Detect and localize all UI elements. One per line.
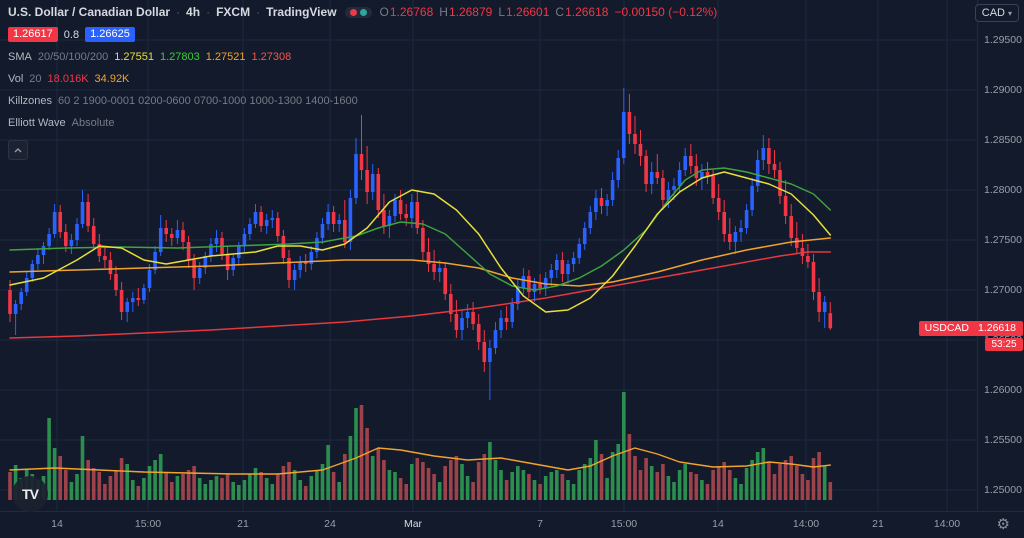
indicator-legend-killzones[interactable]: Killzones 60 2 1900-0001 0200-0600 0700-… (8, 95, 358, 107)
time-axis-label: 15:00 (134, 518, 162, 530)
time-axis-label: 24 (324, 518, 336, 530)
bar-countdown-badge: 53:25 (985, 338, 1023, 351)
separator: · (206, 5, 211, 19)
last-price-symbol-badge: USDCAD (918, 321, 975, 336)
time-axis-label: 14:00 (792, 518, 820, 530)
sma-lines-layer (9, 167, 832, 339)
tradingview-logo[interactable]: TV (12, 476, 48, 512)
spread-value: 0.8 (63, 28, 80, 41)
elliott-wave-params: Absolute (71, 117, 115, 129)
price-axis-label: 1.27500 (984, 234, 1022, 246)
volume-current-value: 18.016K (47, 73, 89, 85)
time-axis-label: 21 (237, 518, 249, 530)
time-axis-label: 14:00 (933, 518, 961, 530)
sma100-value: 1.27521 (205, 51, 246, 63)
exchange-label: FXCM (216, 5, 251, 19)
change-value: −0.00150 (−0.12%) (614, 5, 718, 19)
high-value: H 1.26879 (439, 5, 493, 19)
volume-ma-value: 34.92K (94, 73, 130, 85)
time-axis-label: Mar (403, 518, 423, 530)
price-axis[interactable]: 1.29500 1.29000 1.28500 1.28000 1.27500 1.270… (977, 0, 1024, 512)
killzones-params: 60 2 1900-0001 0200-0600 0700-1000 1000-… (58, 95, 358, 107)
low-value: L 1.26601 (498, 5, 550, 19)
sma-params: 20/50/100/200 (37, 51, 109, 63)
indicator-legend-elliott-wave[interactable]: Elliott Wave Absolute (8, 117, 114, 129)
currency-button[interactable]: CAD ▾ (974, 4, 1019, 22)
time-axis-label: 14 (712, 518, 724, 530)
price-axis-label: 1.29000 (984, 84, 1022, 96)
price-axis-label: 1.29500 (984, 34, 1022, 46)
open-value: O 1.26768 (379, 5, 434, 19)
sma-title: SMA (8, 51, 32, 63)
sma20-value: 1.27551 (114, 51, 154, 63)
price-axis-label: 1.28000 (984, 184, 1022, 196)
buy-dot-icon (359, 8, 367, 16)
buy-price-button[interactable]: 1.26625 (85, 27, 135, 42)
trade-widget: 1.26617 0.8 1.26625 (8, 27, 135, 42)
symbol-title: U.S. Dollar / Canadian Dollar (8, 5, 171, 19)
sma200-value: 1.27308 (251, 51, 292, 63)
price-axis-label: 1.25500 (984, 434, 1022, 446)
elliott-wave-title: Elliott Wave (8, 117, 66, 129)
buy-sell-toggle[interactable] (344, 6, 372, 18)
sell-price-button[interactable]: 1.26617 (8, 27, 58, 42)
close-value: C 1.26618 (555, 5, 609, 19)
tradingview-logo-text: TV (22, 486, 39, 502)
interval-label: 4h (186, 5, 201, 19)
grid-layer (0, 0, 976, 511)
sell-dot-icon (349, 8, 357, 16)
price-axis-label: 1.26000 (984, 384, 1022, 396)
time-axis-label: 15:00 (610, 518, 638, 530)
volume-layer (8, 392, 833, 500)
chevron-up-icon (14, 147, 22, 152)
legend-collapse-button[interactable] (8, 140, 28, 160)
time-axis[interactable]: ⚙ 14 15:00 21 24 Mar 7 15:00 14 14:00 21 14:00 (0, 511, 1024, 538)
candles-layer (8, 88, 833, 400)
indicator-legend-sma[interactable]: SMA 20/50/100/200 1.27551 1.27803 1.2752… (8, 51, 291, 63)
killzones-title: Killzones (8, 95, 53, 107)
price-axis-label: 1.28500 (984, 134, 1022, 146)
chevron-down-icon: ▾ (1007, 8, 1012, 18)
last-price-badge: 1.26618 (973, 321, 1023, 336)
separator: · (176, 5, 181, 19)
price-axis-label: 1.27000 (984, 284, 1022, 296)
settings-gear-icon[interactable]: ⚙ (996, 516, 1010, 533)
currency-label: CAD (981, 7, 1005, 19)
volume-params: 20 (29, 73, 42, 85)
time-axis-label: 7 (537, 518, 543, 530)
volume-title: Vol (8, 73, 24, 85)
price-axis-label: 1.25000 (984, 484, 1022, 496)
indicator-legend-volume[interactable]: Vol 20 18.016K 34.92K (8, 73, 129, 85)
time-axis-label: 21 (872, 518, 884, 530)
time-axis-label: 14 (51, 518, 63, 530)
symbol-legend-row[interactable]: U.S. Dollar / Canadian Dollar · 4h · FXC… (8, 5, 717, 19)
separator: · (256, 5, 261, 19)
sma50-value: 1.27803 (159, 51, 200, 63)
brand-label: TradingView (266, 5, 337, 19)
